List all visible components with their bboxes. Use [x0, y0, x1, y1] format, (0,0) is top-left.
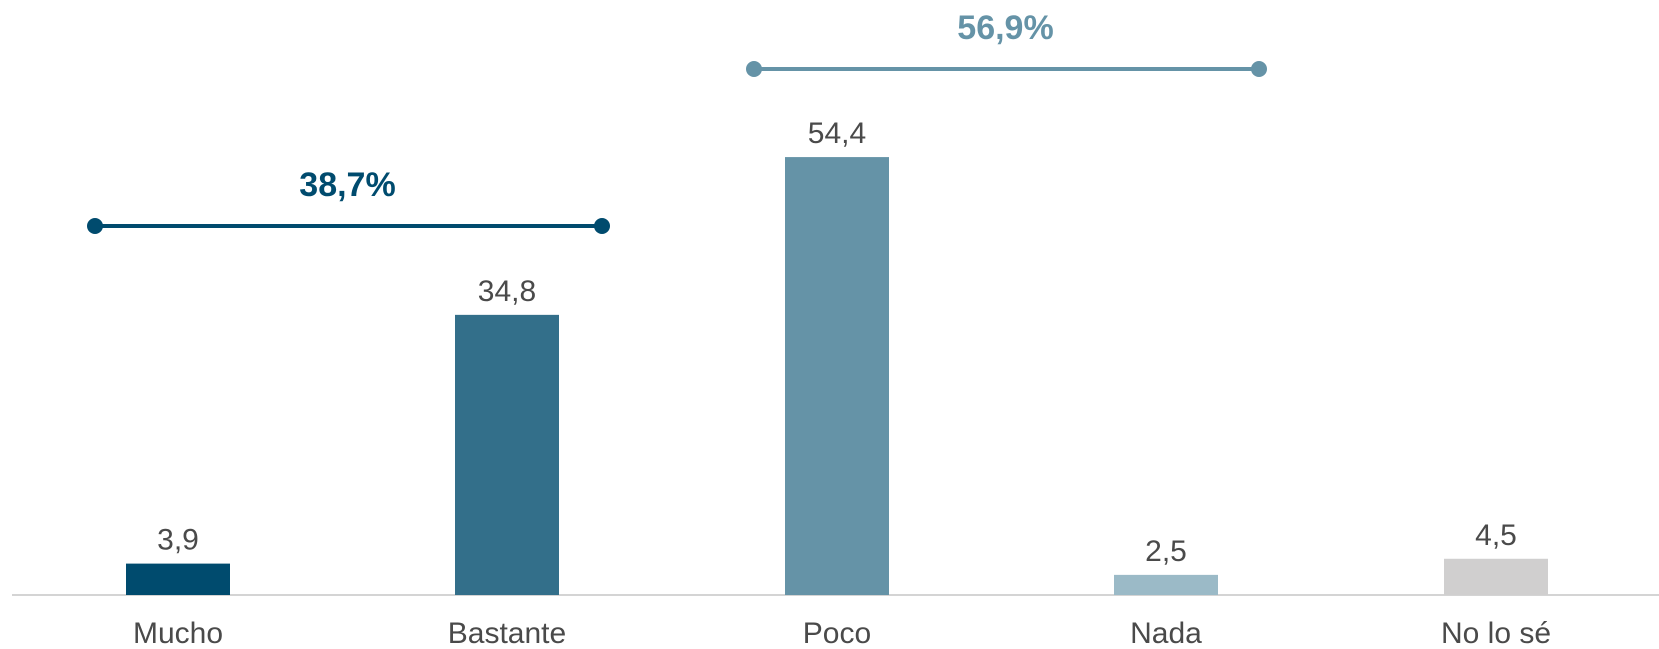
bracket-endpoint-left	[87, 218, 103, 234]
data-label-mucho: 3,9	[157, 524, 199, 557]
data-label-poco: 54,4	[808, 117, 866, 150]
data-label-nada: 2,5	[1145, 535, 1187, 568]
bar-no-lo-s	[1444, 558, 1548, 595]
bracket-annotation-2: 56,9%	[746, 9, 1267, 77]
tick-label-nada: Nada	[1130, 617, 1202, 649]
bracket-endpoint-right	[594, 218, 610, 234]
bar-bastante	[455, 314, 559, 595]
bar-poco	[785, 157, 889, 595]
bars-layer	[126, 157, 1548, 595]
bracket-label: 56,9%	[957, 9, 1053, 47]
bracket-endpoint-left	[746, 61, 762, 77]
bracket-annotation-1: 38,7%	[87, 166, 610, 234]
bar-mucho	[126, 563, 230, 595]
labels-layer: 3,9 Mucho 34,8 Bastante 54,4 Poco 2,5 Nada 4,5 No…	[133, 117, 1551, 649]
bracket-endpoint-right	[1251, 61, 1267, 77]
bracket-label: 38,7%	[299, 166, 395, 204]
data-label-no-lo-s: 4,5	[1475, 519, 1517, 552]
tick-label-bastante: Bastante	[448, 617, 566, 649]
bar-nada	[1114, 574, 1218, 595]
tick-label-no-lo-s: No lo sé	[1441, 617, 1551, 649]
tick-label-mucho: Mucho	[133, 617, 223, 649]
annotations-layer: 38,7% 56,9%	[87, 9, 1267, 234]
tick-label-poco: Poco	[803, 617, 871, 649]
data-label-bastante: 34,8	[478, 275, 536, 308]
